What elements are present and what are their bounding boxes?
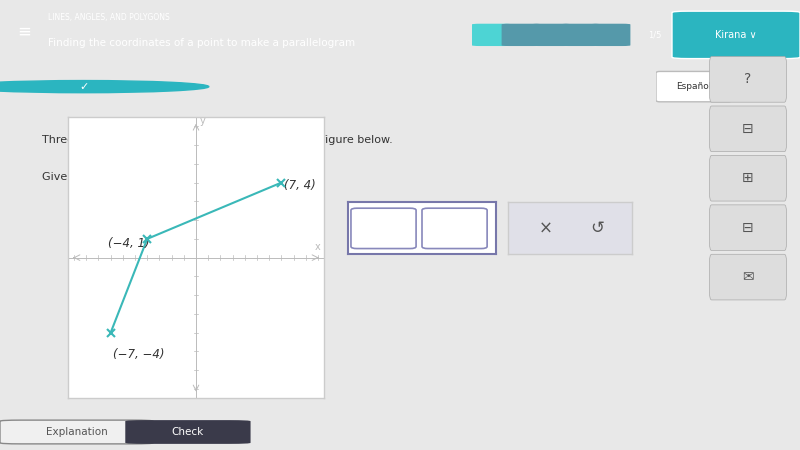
Text: LINES, ANGLES, AND POLYGONS: LINES, ANGLES, AND POLYGONS [48,13,170,22]
FancyBboxPatch shape [710,57,786,102]
Text: Español: Español [676,82,712,91]
Text: ✓: ✓ [79,81,88,92]
Text: parallelogram: parallelogram [137,135,215,144]
Text: (−4, 1): (−4, 1) [108,237,150,250]
Text: x: x [315,242,321,252]
Text: Kirana ∨: Kirana ∨ [715,30,757,40]
Text: Finding the coordinates of a point to make a parallelogram: Finding the coordinates of a point to ma… [48,38,355,48]
Text: 1/5: 1/5 [648,31,662,40]
Text: ⊟: ⊟ [742,122,754,136]
Text: ⊞: ⊞ [742,171,754,185]
Text: ✉: ✉ [742,270,754,284]
FancyBboxPatch shape [710,205,786,251]
Text: ≡: ≡ [17,22,31,40]
FancyBboxPatch shape [672,11,800,59]
FancyBboxPatch shape [531,24,571,46]
Text: y: y [200,117,206,126]
FancyBboxPatch shape [472,24,512,46]
Text: (7, 4): (7, 4) [284,179,315,192]
FancyBboxPatch shape [590,24,630,46]
Text: (−7, −4): (−7, −4) [113,347,165,360]
Text: ?: ? [744,72,752,86]
FancyBboxPatch shape [561,24,601,46]
Text: Three: Three [42,135,78,144]
Text: Give the coordinates of the fourth vertex.: Give the coordinates of the fourth verte… [42,172,274,182]
Circle shape [0,81,209,93]
FancyBboxPatch shape [351,208,416,248]
FancyBboxPatch shape [710,106,786,152]
Text: are shown in the figure below.: are shown in the figure below. [221,135,392,144]
Text: ⊟: ⊟ [742,220,754,235]
Text: ×: × [538,220,552,238]
FancyBboxPatch shape [126,420,250,444]
FancyBboxPatch shape [502,24,542,46]
Text: vertices: vertices [78,135,123,144]
Text: Check: Check [172,427,204,437]
FancyBboxPatch shape [656,72,732,102]
Text: of a: of a [114,135,142,144]
FancyBboxPatch shape [710,254,786,300]
Text: Explanation: Explanation [46,427,107,437]
FancyBboxPatch shape [710,155,786,201]
FancyBboxPatch shape [422,208,487,248]
Text: ↺: ↺ [590,220,604,238]
FancyBboxPatch shape [0,420,153,444]
